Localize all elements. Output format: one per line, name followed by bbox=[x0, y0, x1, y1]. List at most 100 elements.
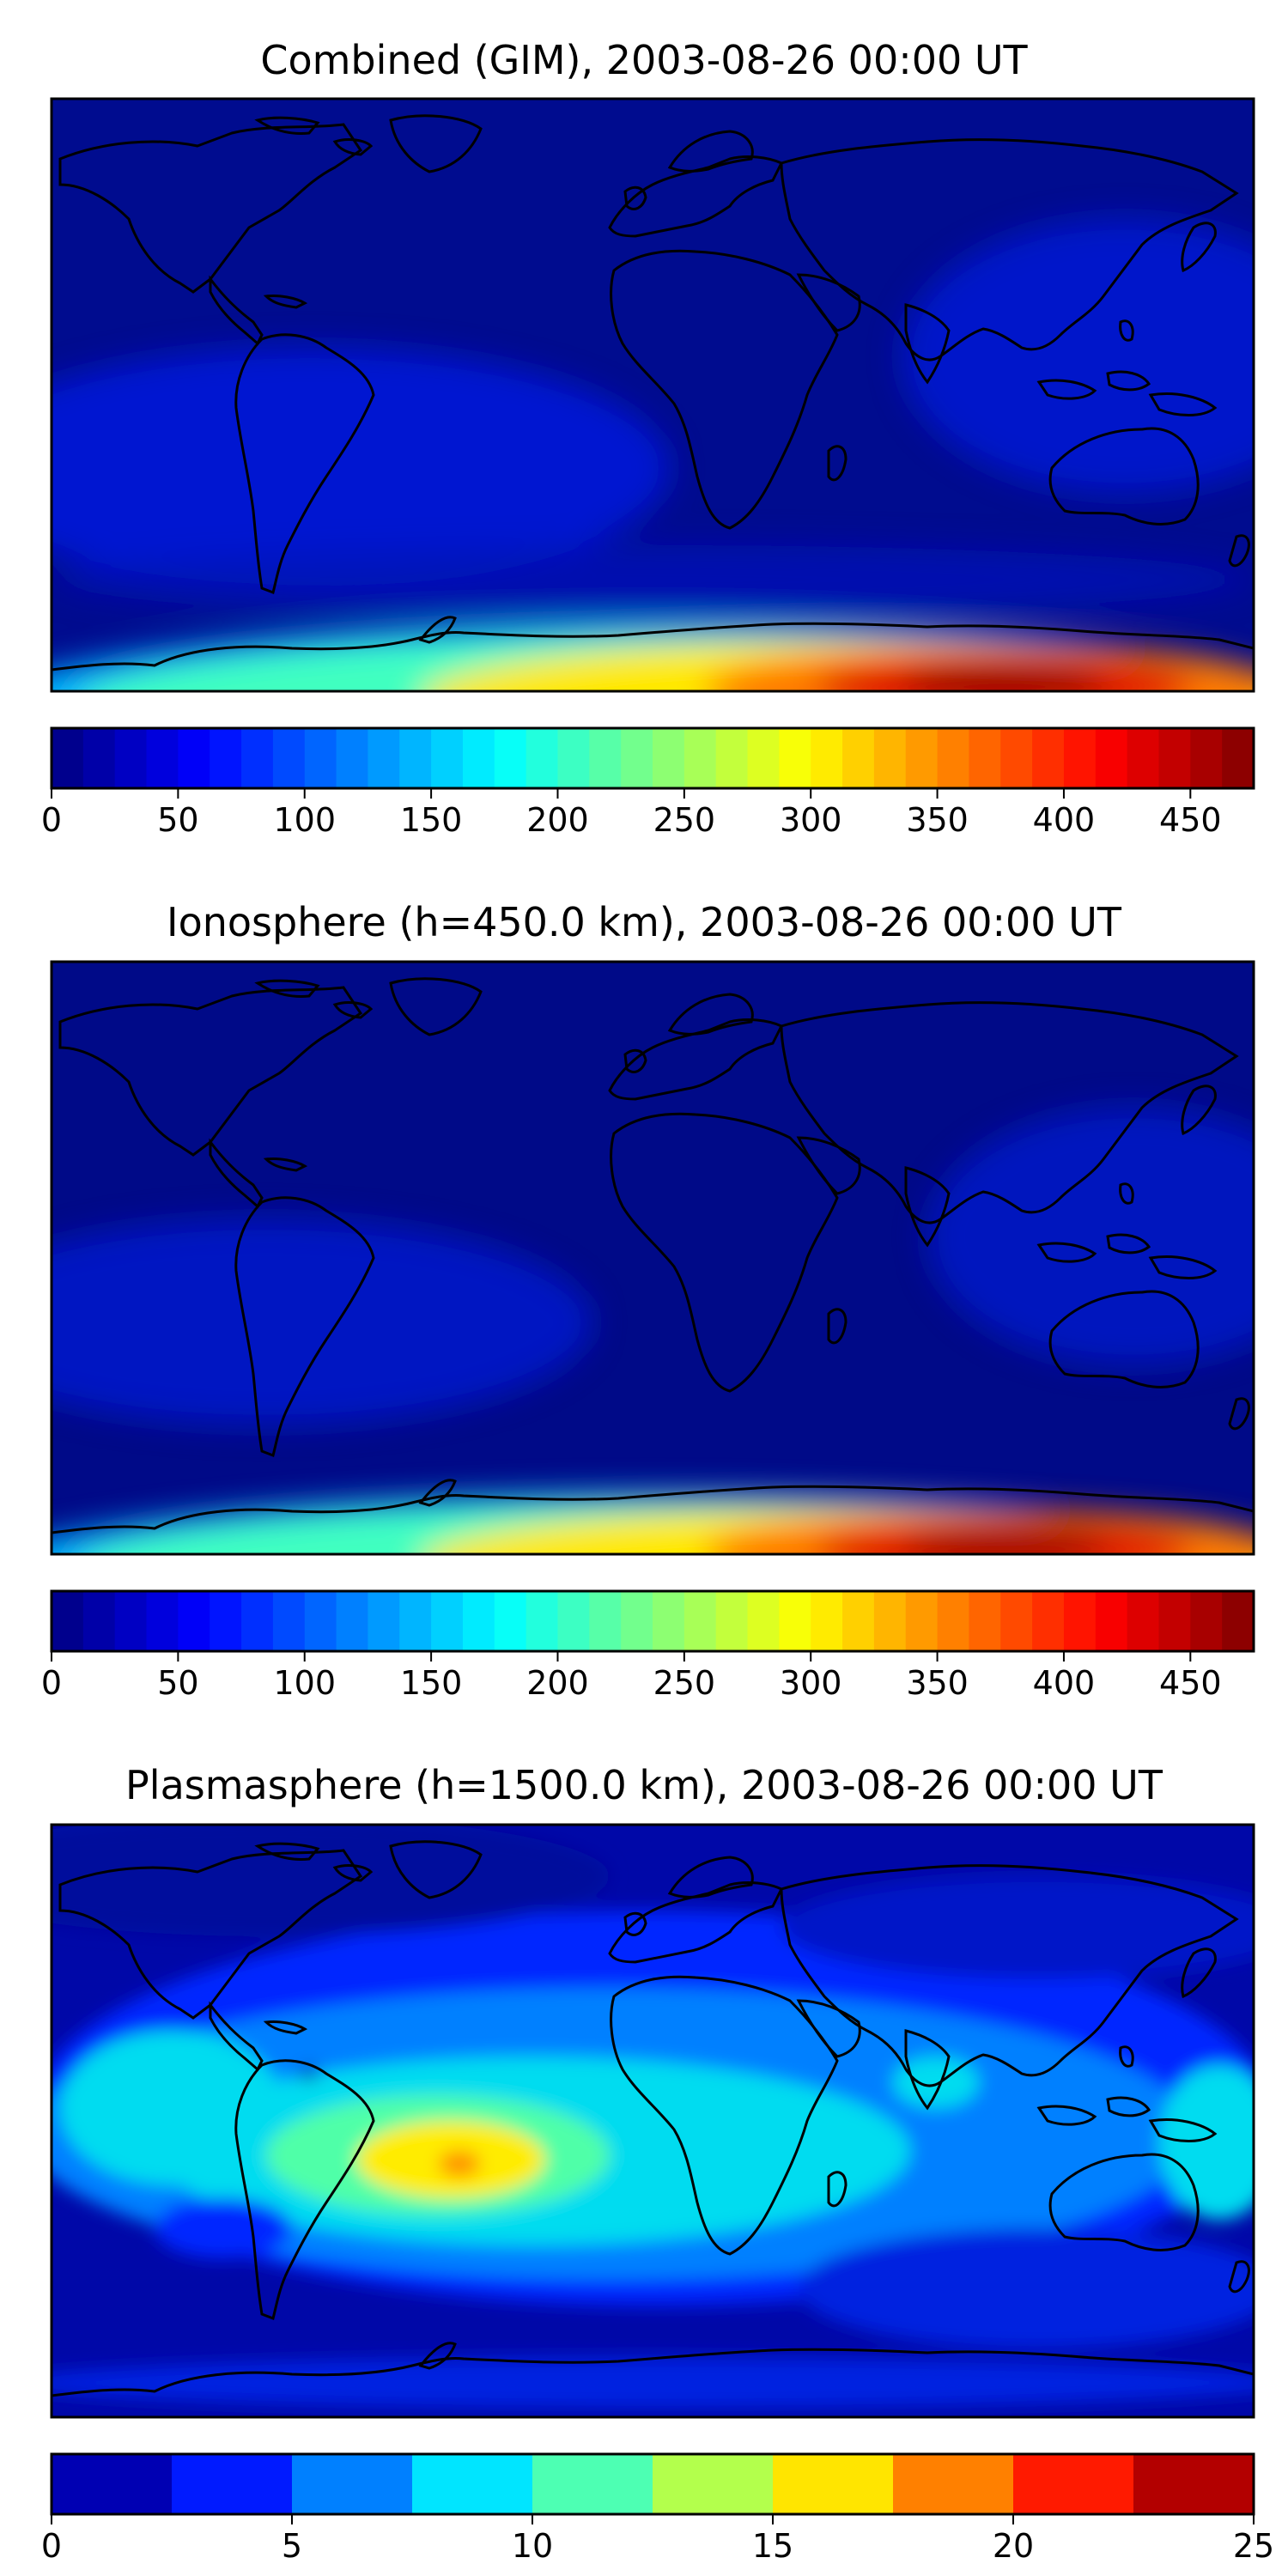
colorbar-segment bbox=[747, 1591, 780, 1651]
colorbar-segment bbox=[178, 1591, 210, 1651]
colorbar-segment bbox=[969, 1591, 1001, 1651]
colorbar-tick-label: 350 bbox=[906, 1664, 969, 1702]
colorbar-segment bbox=[1127, 1591, 1160, 1651]
colorbar-segment bbox=[399, 728, 432, 788]
colorbar-tick-label: 25 bbox=[1233, 2527, 1274, 2565]
colorbar-segment bbox=[336, 1591, 369, 1651]
colorbar-segment bbox=[779, 728, 811, 788]
colorbar-segment bbox=[114, 1591, 148, 1651]
colorbar-segments bbox=[52, 728, 1255, 788]
colorbar-tick-label: 50 bbox=[157, 801, 198, 839]
colorbar-segment bbox=[589, 728, 622, 788]
colorbar-tick-label: 50 bbox=[157, 1664, 198, 1702]
colorbar-segment bbox=[462, 1591, 495, 1651]
colorbar-segments bbox=[52, 2454, 1255, 2514]
colorbar-segment bbox=[969, 728, 1001, 788]
colorbar-segment bbox=[1032, 728, 1065, 788]
colorbar-segment bbox=[1000, 728, 1033, 788]
colorbar-segment bbox=[52, 1591, 84, 1651]
colorbar-segment bbox=[773, 2454, 894, 2514]
colorbar-segment bbox=[272, 728, 306, 788]
colorbar-segment bbox=[715, 728, 749, 788]
panel-title: Ionosphere (h=450.0 km), 2003-08-26 00:0… bbox=[167, 899, 1122, 945]
colorbar-segment bbox=[683, 728, 717, 788]
colorbar-frame bbox=[50, 726, 1255, 790]
colorbar-segment bbox=[1013, 2454, 1134, 2514]
colorbar-segment bbox=[1190, 1591, 1223, 1651]
colorbar-tick-label: 0 bbox=[41, 1664, 62, 1702]
colorbar-segments bbox=[52, 1591, 1255, 1651]
colorbar-segment bbox=[557, 1591, 590, 1651]
colorbar-segment bbox=[52, 728, 84, 788]
colorbar-segment bbox=[368, 728, 400, 788]
colorbar-tick-label: 300 bbox=[780, 1664, 842, 1702]
panel-plasmasphere: Plasmasphere (h=1500.0 km), 2003-08-26 0… bbox=[41, 1762, 1274, 2565]
colorbar-combined: 0 50 100 150 200 250 300 350 400 450 bbox=[41, 726, 1255, 839]
colorbar-segment bbox=[210, 728, 242, 788]
colorbar-segment bbox=[905, 1591, 939, 1651]
colorbar-segment bbox=[842, 1591, 875, 1651]
map-frame bbox=[50, 1823, 1255, 2419]
colorbar-segment bbox=[653, 2454, 774, 2514]
colorbar-tick-label: 0 bbox=[41, 2527, 62, 2565]
colorbar-segment bbox=[653, 728, 685, 788]
colorbar-segment bbox=[842, 728, 875, 788]
colorbar-ticks: 0 50 100 150 200 250 300 350 400 450 bbox=[41, 788, 1222, 839]
map-frame bbox=[50, 960, 1255, 1556]
colorbar-ticks: 0 50 100 150 200 250 300 350 400 450 bbox=[41, 1651, 1222, 1702]
colorbar-tick-label: 450 bbox=[1159, 801, 1222, 839]
colorbar-segment bbox=[526, 1591, 559, 1651]
colorbar-segment bbox=[1095, 1591, 1128, 1651]
colorbar-tick-label: 250 bbox=[653, 1664, 716, 1702]
colorbar-segment bbox=[178, 728, 210, 788]
colorbar-segment bbox=[1222, 1591, 1255, 1651]
colorbar-tick-label: 400 bbox=[1033, 801, 1096, 839]
colorbar-segment bbox=[905, 728, 939, 788]
colorbar-ticks: 0 5 10 15 20 25 bbox=[41, 2514, 1274, 2565]
colorbar-tick-label: 300 bbox=[780, 801, 842, 839]
colorbar-segment bbox=[431, 728, 464, 788]
colorbar-segment bbox=[336, 728, 369, 788]
colorbar-tick-label: 5 bbox=[282, 2527, 302, 2565]
colorbar-tick-label: 250 bbox=[653, 801, 716, 839]
map-combined bbox=[50, 97, 1255, 693]
colorbar-segment bbox=[779, 1591, 811, 1651]
colorbar-segment bbox=[1133, 2454, 1255, 2514]
colorbar-segment bbox=[557, 728, 590, 788]
colorbar-tick-label: 20 bbox=[993, 2527, 1034, 2565]
colorbar-segment bbox=[621, 1591, 653, 1651]
colorbar-tick-label: 100 bbox=[273, 801, 336, 839]
colorbar-segment bbox=[210, 1591, 242, 1651]
colorbar-tick-label: 400 bbox=[1033, 1664, 1096, 1702]
colorbar-segment bbox=[494, 728, 527, 788]
colorbar-tick-label: 450 bbox=[1159, 1664, 1222, 1702]
colorbar-segment bbox=[292, 2454, 413, 2514]
colorbar-segment bbox=[937, 728, 970, 788]
colorbar-segment bbox=[526, 728, 559, 788]
colorbar-segment bbox=[811, 1591, 843, 1651]
panel-title: Plasmasphere (h=1500.0 km), 2003-08-26 0… bbox=[125, 1762, 1163, 1808]
colorbar-segment bbox=[621, 728, 653, 788]
colorbar-segment bbox=[683, 1591, 717, 1651]
colorbar-segment bbox=[1222, 728, 1255, 788]
colorbar-segment bbox=[937, 1591, 970, 1651]
colorbar-segment bbox=[241, 728, 274, 788]
map-plasmasphere bbox=[50, 1823, 1255, 2419]
colorbar-plasmasphere: 0 5 10 15 20 25 bbox=[41, 2452, 1274, 2565]
colorbar-segment bbox=[1032, 1591, 1065, 1651]
colorbar-segment bbox=[304, 1591, 337, 1651]
map-ionosphere bbox=[50, 960, 1255, 1556]
colorbar-segment bbox=[272, 1591, 306, 1651]
colorbar-segment bbox=[653, 1591, 685, 1651]
colorbar-segment bbox=[431, 1591, 464, 1651]
colorbar-segment bbox=[873, 1591, 907, 1651]
colorbar-tick-label: 10 bbox=[512, 2527, 553, 2565]
colorbar-tick-label: 15 bbox=[752, 2527, 793, 2565]
colorbar-segment bbox=[1158, 1591, 1191, 1651]
colorbar-segment bbox=[368, 1591, 400, 1651]
colorbar-frame bbox=[50, 1589, 1255, 1653]
colorbar-segment bbox=[1190, 728, 1223, 788]
colorbar-segment bbox=[82, 1591, 116, 1651]
colorbar-tick-label: 150 bbox=[400, 1664, 463, 1702]
